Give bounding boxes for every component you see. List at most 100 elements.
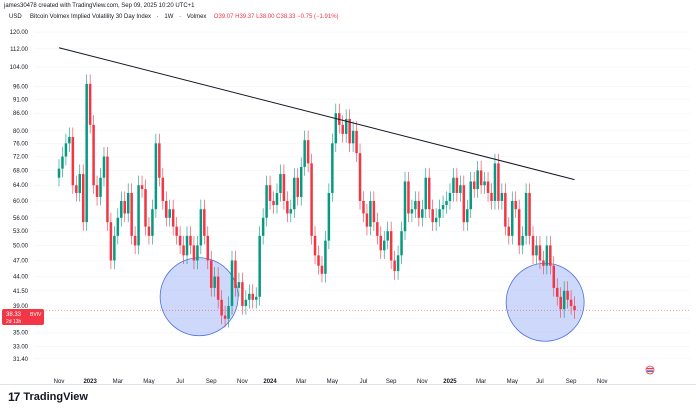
candle-body	[472, 181, 476, 190]
candle-body	[234, 260, 237, 288]
y-tick-label: 96.00	[13, 84, 29, 90]
candle-body	[95, 185, 99, 197]
candle-body	[144, 189, 147, 227]
y-tick-label: 39.00	[13, 304, 29, 310]
candle-body	[306, 140, 310, 164]
candle-body	[355, 130, 358, 154]
y-tick-label: 104.00	[10, 65, 29, 71]
symbol-interval[interactable]: 1W	[164, 14, 174, 20]
candle-body	[230, 260, 234, 306]
y-tick-label: 72.00	[13, 155, 29, 161]
x-tick-label: May	[143, 379, 154, 384]
highlight-circle	[159, 257, 239, 337]
candle-body	[524, 192, 528, 236]
candle-body	[504, 192, 507, 227]
candle-body	[151, 209, 154, 236]
candle-body	[320, 265, 324, 274]
candle-body	[407, 181, 410, 214]
y-tick-label: 76.00	[13, 141, 29, 147]
x-axis: Nov 2023 Mar May Jul Sep Nov 2024 Mar May Jul Sep No…	[54, 379, 608, 384]
candle-body	[431, 209, 434, 223]
candle-body	[192, 245, 196, 261]
candle-body	[64, 143, 68, 157]
candle-body	[189, 235, 192, 246]
candle-body	[344, 118, 348, 134]
candle-body	[369, 200, 372, 227]
candle-body	[265, 185, 268, 218]
candle-body	[158, 143, 161, 178]
candle-body	[303, 140, 306, 167]
candle-body	[116, 217, 120, 236]
candle-body	[237, 282, 241, 288]
candle-body	[569, 299, 573, 306]
candle-body	[286, 200, 289, 214]
x-tick-label: 2025	[443, 379, 457, 384]
candle-body	[185, 235, 189, 256]
tradingview-mark-icon: 17	[8, 390, 20, 404]
candle-body	[206, 235, 210, 261]
candle-body	[327, 192, 331, 241]
candle-body	[393, 260, 396, 272]
brand-name: TradingView	[23, 391, 88, 403]
candle-body	[493, 163, 497, 201]
x-tick-label: 2024	[263, 379, 277, 384]
candle-body	[258, 235, 261, 297]
price-chart[interactable]: 31.4033.0035.0037.0039.0041.5044.0047.00…	[0, 0, 696, 384]
y-tick-label: 112.00	[10, 47, 29, 53]
candle-body	[438, 209, 441, 218]
x-tick-label: May	[327, 379, 338, 384]
candle-body	[168, 209, 171, 218]
trendline	[58, 47, 575, 181]
candles	[57, 74, 576, 328]
candle-body	[500, 192, 504, 201]
candle-body	[165, 200, 168, 218]
candle-body	[365, 213, 369, 227]
x-tick-label: May	[507, 379, 518, 384]
candle-body	[535, 245, 538, 256]
y-tick-label: 47.00	[13, 258, 29, 264]
candle-body	[317, 255, 320, 266]
y-tick-label: 64.00	[13, 183, 29, 189]
price-label-box	[2, 309, 44, 325]
x-tick-label: Mar	[476, 379, 486, 384]
candle-body	[483, 181, 486, 186]
candle-body	[479, 170, 483, 186]
candle-body	[147, 226, 151, 236]
candle-body	[123, 200, 126, 214]
candle-body	[403, 181, 407, 232]
y-tick-label: 80.00	[13, 129, 29, 135]
candle-body	[106, 156, 109, 223]
y-tick-label: 35.00	[13, 330, 29, 336]
candle-body	[538, 245, 542, 261]
x-tick-label: Mar	[113, 379, 123, 384]
candle-body	[379, 235, 383, 251]
x-tick-label: Sep	[386, 379, 397, 384]
y-tick-label: 86.00	[13, 111, 29, 117]
candle-body	[85, 83, 88, 223]
chart-grid	[34, 31, 690, 360]
candle-body	[452, 177, 455, 193]
symbol-legend: Bitcoin Volmex Implied Volatility 30 Day…	[30, 14, 339, 20]
candle-body	[434, 217, 438, 223]
candle-body	[140, 185, 144, 190]
candle-body	[293, 177, 296, 210]
candle-body	[466, 209, 469, 223]
candle-body	[362, 200, 365, 214]
candle-body	[414, 200, 417, 210]
candle-body	[445, 200, 448, 206]
tradingview-logo[interactable]: 17 TradingView	[8, 390, 88, 404]
x-tick-label: Sep	[566, 379, 577, 384]
candle-body	[507, 226, 511, 236]
candle-body	[511, 200, 514, 236]
price-label-layer: 38.33 BVIV 2d 13h	[2, 309, 44, 325]
x-tick-label: Jul	[536, 379, 544, 384]
event-icon[interactable]	[645, 365, 655, 375]
candle-body	[75, 185, 78, 193]
candle-body	[154, 143, 158, 210]
symbol-name[interactable]: Bitcoin Volmex Implied Volatility 30 Day…	[30, 14, 152, 20]
candle-body	[81, 174, 85, 223]
highlight-circle	[505, 262, 585, 342]
candle-body	[209, 260, 213, 288]
candle-body	[272, 200, 275, 206]
candle-body	[220, 299, 223, 316]
